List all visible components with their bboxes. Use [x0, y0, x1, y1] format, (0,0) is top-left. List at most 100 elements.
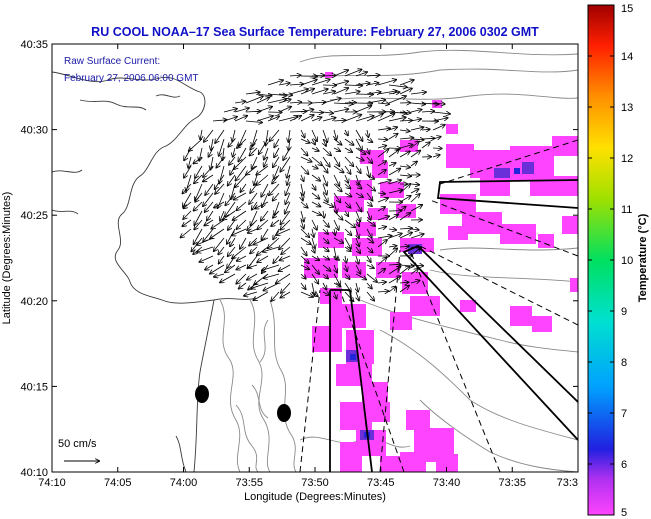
current-vector [285, 192, 291, 204]
current-vector [253, 291, 269, 300]
current-vector [355, 129, 363, 141]
current-vector [215, 183, 225, 194]
current-vector [289, 116, 301, 122]
current-vector [377, 80, 396, 86]
colorbar-tick-label: 10 [621, 255, 633, 267]
colorbar-tick-label: 12 [621, 153, 633, 165]
current-vector [356, 174, 359, 185]
current-vector [356, 228, 359, 238]
current-vector [333, 120, 345, 121]
current-vector [377, 180, 391, 185]
current-vector [300, 255, 309, 263]
current-vector [289, 75, 301, 76]
y-tick-label: 40:10 [20, 467, 48, 479]
current-vector [355, 273, 366, 280]
x-tick-label: 74:00 [170, 477, 198, 489]
current-vector [377, 146, 386, 148]
current-vector [410, 247, 421, 257]
current-vector [388, 163, 396, 166]
current-vector [388, 127, 397, 130]
current-vector [289, 138, 291, 150]
current-vector [311, 75, 324, 76]
current-vector [278, 99, 291, 104]
current-vector [388, 215, 398, 221]
radar-beam-lines [299, 139, 578, 472]
current-vector [281, 210, 291, 224]
current-vector [249, 192, 258, 204]
current-vector [312, 237, 315, 248]
radar-site-marker [277, 404, 291, 422]
current-vector [388, 234, 402, 239]
current-vector [355, 165, 361, 173]
x-tick-label: 73:55 [235, 477, 263, 489]
current-vector [203, 165, 214, 177]
current-vector [188, 156, 191, 168]
current-vector [273, 156, 280, 167]
current-vector [344, 165, 351, 174]
current-vector [203, 228, 214, 242]
colorbar-tick-label: 8 [621, 357, 627, 369]
current-vector [287, 165, 291, 178]
current-vector [388, 287, 396, 293]
current-vector [289, 102, 301, 103]
x-tick-label: 73:3 [557, 477, 578, 489]
current-vector [228, 246, 236, 256]
current-vector [377, 291, 388, 292]
current-vector [273, 192, 280, 201]
current-vector [432, 103, 445, 104]
y-tick-label: 40:30 [20, 125, 48, 137]
colorbar-tick-label: 15 [621, 3, 633, 15]
current-vector [248, 228, 258, 233]
current-vector [333, 156, 339, 166]
current-vector [366, 246, 373, 252]
colorbar-tick-label: 5 [621, 507, 627, 519]
current-vector [254, 237, 269, 245]
y-tick-label: 40:15 [20, 381, 48, 393]
current-vector [377, 103, 389, 104]
current-vector [234, 156, 247, 169]
current-vector [279, 264, 291, 271]
current-vector [272, 174, 280, 184]
current-vector [322, 292, 329, 295]
current-vector [345, 129, 348, 135]
current-vector [215, 174, 225, 189]
current-vector [285, 201, 291, 214]
current-vector [300, 228, 309, 237]
y-tick-label: 40:20 [20, 296, 48, 308]
current-vector [322, 201, 333, 207]
current-vector [229, 156, 236, 165]
current-vector [200, 255, 214, 262]
current-vector [259, 138, 269, 154]
current-vector [377, 193, 385, 194]
current-vector [333, 138, 342, 145]
current-vector [377, 149, 388, 158]
current-vector [410, 151, 420, 158]
current-vector [334, 291, 337, 299]
current-vector [257, 219, 269, 229]
current-vector [366, 83, 378, 85]
current-vector [280, 156, 291, 172]
current-vector [366, 92, 381, 94]
current-vector [267, 116, 279, 122]
current-vector [333, 70, 348, 77]
current-vector [333, 210, 343, 220]
current-vector [268, 237, 280, 248]
current-vector [234, 116, 247, 122]
current-vector [289, 84, 303, 85]
current-vector [311, 291, 318, 296]
current-vector [366, 139, 372, 142]
current-vector [366, 202, 372, 206]
current-vector [311, 89, 328, 95]
current-vector [322, 273, 328, 279]
current-vector [322, 219, 329, 227]
current-vector [239, 282, 247, 289]
current-vector [245, 121, 262, 123]
current-vector [366, 100, 385, 104]
current-vector [322, 98, 341, 104]
current-vector [388, 229, 396, 230]
current-vector [311, 264, 319, 274]
current-vector [248, 265, 258, 268]
current-vector [275, 201, 280, 215]
current-vector [333, 237, 343, 243]
current-vector [261, 210, 269, 221]
